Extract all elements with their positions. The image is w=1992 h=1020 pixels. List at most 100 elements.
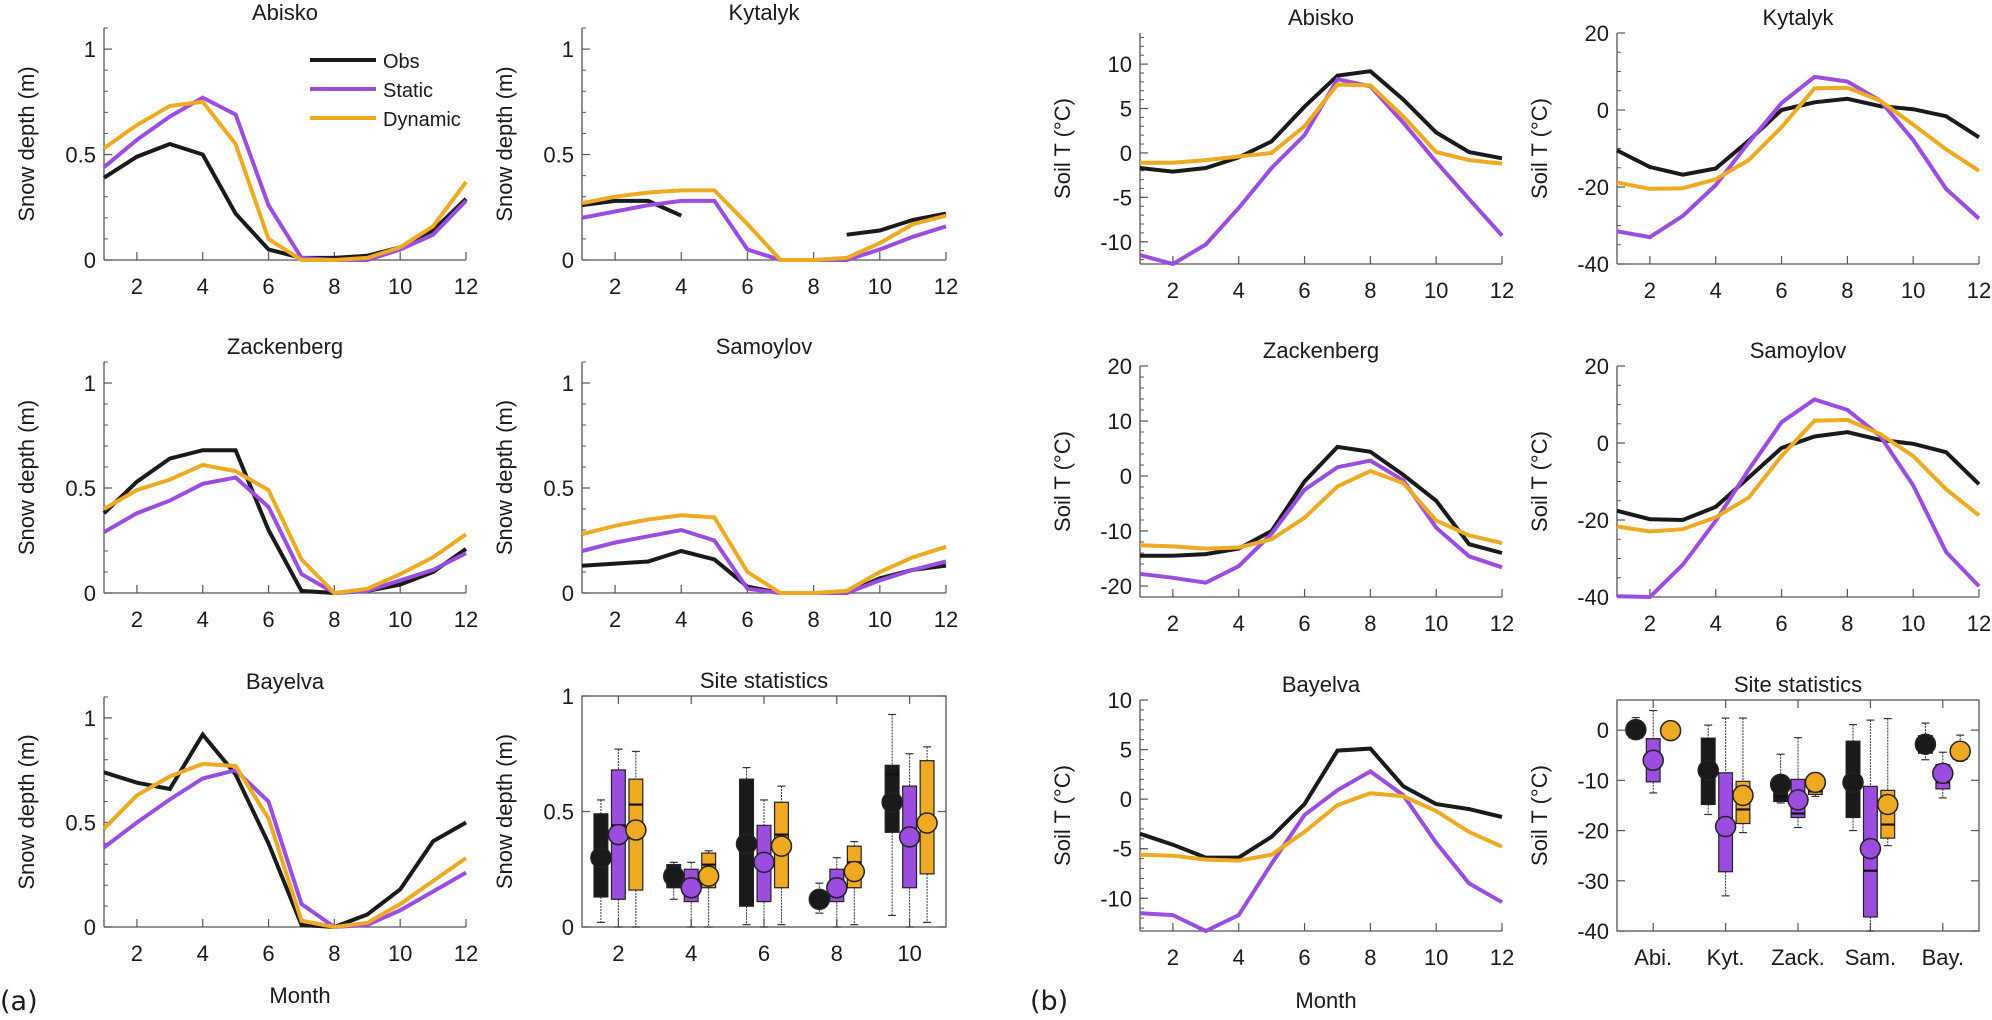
x-tick-label: 12: [1490, 611, 1514, 636]
x-tick-label: 10: [868, 274, 892, 299]
x-tick-label: 4: [1710, 278, 1722, 303]
box-static: [826, 857, 848, 928]
y-axis-label: Soil T (°C): [1527, 765, 1552, 866]
y-tick-label: 0: [1597, 98, 1609, 123]
x-tick-label: 2: [1644, 611, 1656, 636]
x-tick-label: 12: [1490, 945, 1514, 970]
series-line-obs: [1616, 430, 1981, 523]
y-tick-label: 0: [84, 248, 96, 273]
y-tick-label: 0: [1597, 431, 1609, 456]
box-static: [1642, 709, 1664, 794]
box-mean-marker: [625, 819, 647, 841]
x-tick-label: 6: [262, 274, 274, 299]
series-line-static: [1616, 74, 1981, 240]
y-tick-label: -30: [1577, 869, 1609, 894]
box-dynamic: [1804, 771, 1827, 798]
box-mean-marker: [881, 791, 903, 814]
series-line-static: [102, 767, 467, 930]
box-mean-marker: [697, 865, 720, 887]
y-tick-label: 1: [84, 706, 96, 731]
x-tick-label: 10: [388, 607, 412, 632]
x-tick-label: 10: [1901, 611, 1925, 636]
series-line-static: [581, 527, 947, 595]
x-tick-label: 4: [675, 274, 687, 299]
box-mean-marker: [662, 865, 685, 887]
x-tick-label: 10: [897, 941, 921, 966]
box-mean-marker: [1659, 719, 1682, 742]
series-line-static: [1616, 397, 1981, 600]
subplot-b-zackenberg: Zackenberg Soil T (°C) -20 -10 0 10 20 2 4 6 8 10 12: [1050, 338, 1514, 636]
x-tick-label: 4: [1233, 945, 1245, 970]
series-line-static: [1139, 458, 1503, 585]
y-tick-label: -20: [1100, 574, 1132, 599]
series-line-dynamic: [102, 761, 468, 930]
box-dynamic: [1732, 717, 1754, 834]
x-tick-label: 8: [1841, 611, 1853, 636]
y-tick-label: 10: [1108, 688, 1132, 713]
x-tick-label: 6: [1775, 278, 1787, 303]
box-mean-marker: [916, 812, 938, 834]
y-axis-label: Snow depth (m): [14, 400, 39, 555]
x-tick-label: 8: [808, 607, 820, 632]
x-tick-label: 2: [131, 607, 143, 632]
box-mean-marker: [898, 826, 921, 848]
subplot-title: Abisko: [252, 0, 318, 25]
x-tick-label: Kyt.: [1707, 945, 1745, 970]
box-mean-marker: [1932, 762, 1954, 785]
box-obs: [662, 861, 685, 900]
x-tick-label: 2: [609, 274, 621, 299]
y-tick-label: 1: [562, 684, 574, 709]
box-dynamic: [1949, 734, 1971, 762]
x-tick-label: 4: [1233, 278, 1245, 303]
box-mean-marker: [1769, 773, 1792, 796]
y-tick-label: 0.5: [543, 800, 574, 825]
box-mean-marker: [753, 851, 775, 874]
box-dynamic: [1877, 717, 1899, 847]
series-line-static: [103, 475, 467, 596]
y-axis-label: Soil T (°C): [1050, 765, 1075, 866]
y-axis-label: Snow depth (m): [14, 66, 39, 221]
y-tick-label: 0: [1120, 141, 1132, 166]
box-mean-marker: [680, 876, 702, 899]
box-static: [898, 753, 921, 928]
x-tick-label: 8: [1364, 278, 1376, 303]
series-line-obs: [1140, 444, 1503, 558]
y-axis-label: Snow depth (m): [492, 66, 517, 221]
y-tick-label: 0: [562, 915, 574, 940]
y-tick-label: 20: [1585, 21, 1609, 46]
x-tick-label: 10: [1424, 278, 1448, 303]
y-axis-label: Snow depth (m): [492, 400, 517, 555]
subplot-b-bayelva: Bayelva Soil T (°C) -10 -5 0 5 10 2 4 6 8 10 12: [1050, 672, 1514, 970]
legend-item-obs: Obs: [310, 51, 420, 73]
subplot-title: Samoylov: [716, 334, 813, 359]
y-tick-label: -20: [1577, 175, 1609, 200]
y-tick-label: 0: [84, 581, 96, 606]
y-tick-label: 5: [1120, 738, 1132, 763]
series-line-static: [1139, 769, 1503, 934]
box-static: [1787, 737, 1809, 829]
series-line-static: [581, 198, 947, 262]
box-static: [1714, 717, 1737, 897]
x-tick-label: 12: [1967, 611, 1991, 636]
box-static: [607, 748, 630, 928]
box-dynamic: [916, 746, 938, 923]
y-tick-label: -10: [1577, 768, 1609, 793]
x-tick-label: 8: [808, 274, 820, 299]
subplot-b-abisko: Abisko Soil T (°C) -10 -5 0 5 10 2 4 6 8 10 12: [1050, 5, 1514, 303]
y-tick-label: 0.5: [65, 143, 96, 168]
series-line-dynamic: [103, 462, 468, 596]
box-mean-marker: [1642, 749, 1664, 772]
subplot-title: Samoylov: [1750, 338, 1847, 363]
y-tick-label: 20: [1585, 354, 1609, 379]
subplot-b-site-statistics: Site statistics Soil T (°C) -40 -30 -20 -10 0 A…: [1527, 672, 1980, 970]
y-tick-label: -10: [1100, 886, 1132, 911]
legend-label: Dynamic: [383, 109, 461, 131]
x-tick-label: 6: [1298, 611, 1310, 636]
y-tick-label: 10: [1108, 409, 1132, 434]
y-tick-label: -20: [1577, 508, 1609, 533]
series-line-obs: [1139, 69, 1503, 174]
box-mean-marker: [1877, 793, 1899, 816]
box-static: [1932, 751, 1954, 799]
